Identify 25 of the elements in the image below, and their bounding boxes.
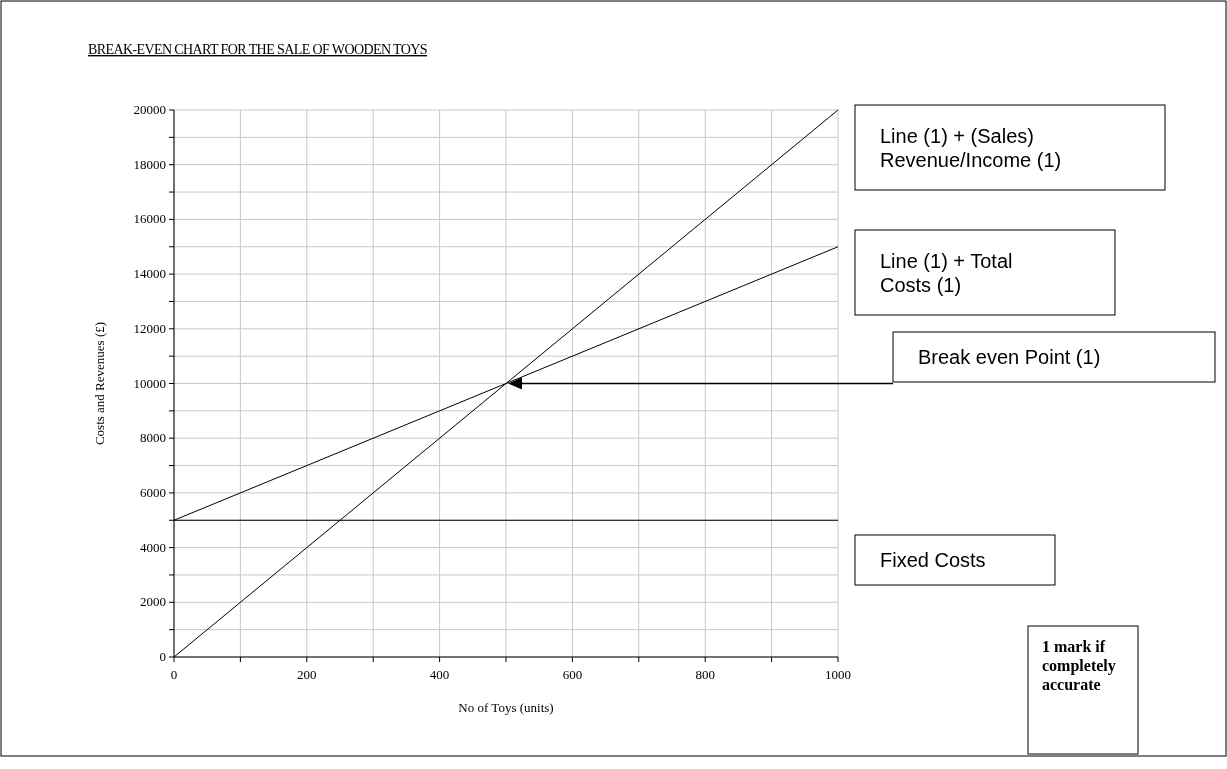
chart-title: BREAK-EVEN CHART FOR THE SALE OF WOODEN TOYS bbox=[88, 42, 427, 57]
y-tick-label: 18000 bbox=[133, 156, 166, 172]
y-tick-label: 8000 bbox=[140, 430, 166, 446]
x-tick-label: 0 bbox=[170, 667, 178, 682]
text: Fixed Costs bbox=[880, 549, 986, 571]
text: Break even Point (1) bbox=[918, 346, 1101, 368]
x-tick-label: 400 bbox=[429, 667, 450, 682]
x-axis-title: No of Toys (units) bbox=[458, 700, 554, 715]
x-tick-label: 600 bbox=[562, 667, 583, 682]
y-tick-label: 14000 bbox=[133, 266, 166, 282]
y-axis-title: Costs and Revenues (£) bbox=[92, 321, 107, 446]
y-tick-label: 4000 bbox=[140, 539, 166, 555]
y-tick-label: 16000 bbox=[133, 211, 166, 227]
text: Line (1) + (Sales) Revenue/Income (1) bbox=[880, 124, 1062, 171]
y-tick-label: 2000 bbox=[140, 594, 166, 610]
x-tick-label: 200 bbox=[297, 667, 317, 682]
x-tick-label: 800 bbox=[695, 667, 715, 682]
text: Line (1) + Total Costs (1) bbox=[880, 249, 1013, 296]
y-tick-label: 6000 bbox=[140, 484, 166, 500]
x-tick-label: 1000 bbox=[825, 667, 851, 682]
text: 1 mark if completely accurate bbox=[1042, 638, 1116, 694]
y-tick-label: 20000 bbox=[133, 102, 166, 117]
y-tick-label: 10000 bbox=[133, 375, 166, 391]
y-tick-label: 12000 bbox=[133, 320, 166, 336]
y-tick-label: 0 bbox=[159, 649, 166, 664]
